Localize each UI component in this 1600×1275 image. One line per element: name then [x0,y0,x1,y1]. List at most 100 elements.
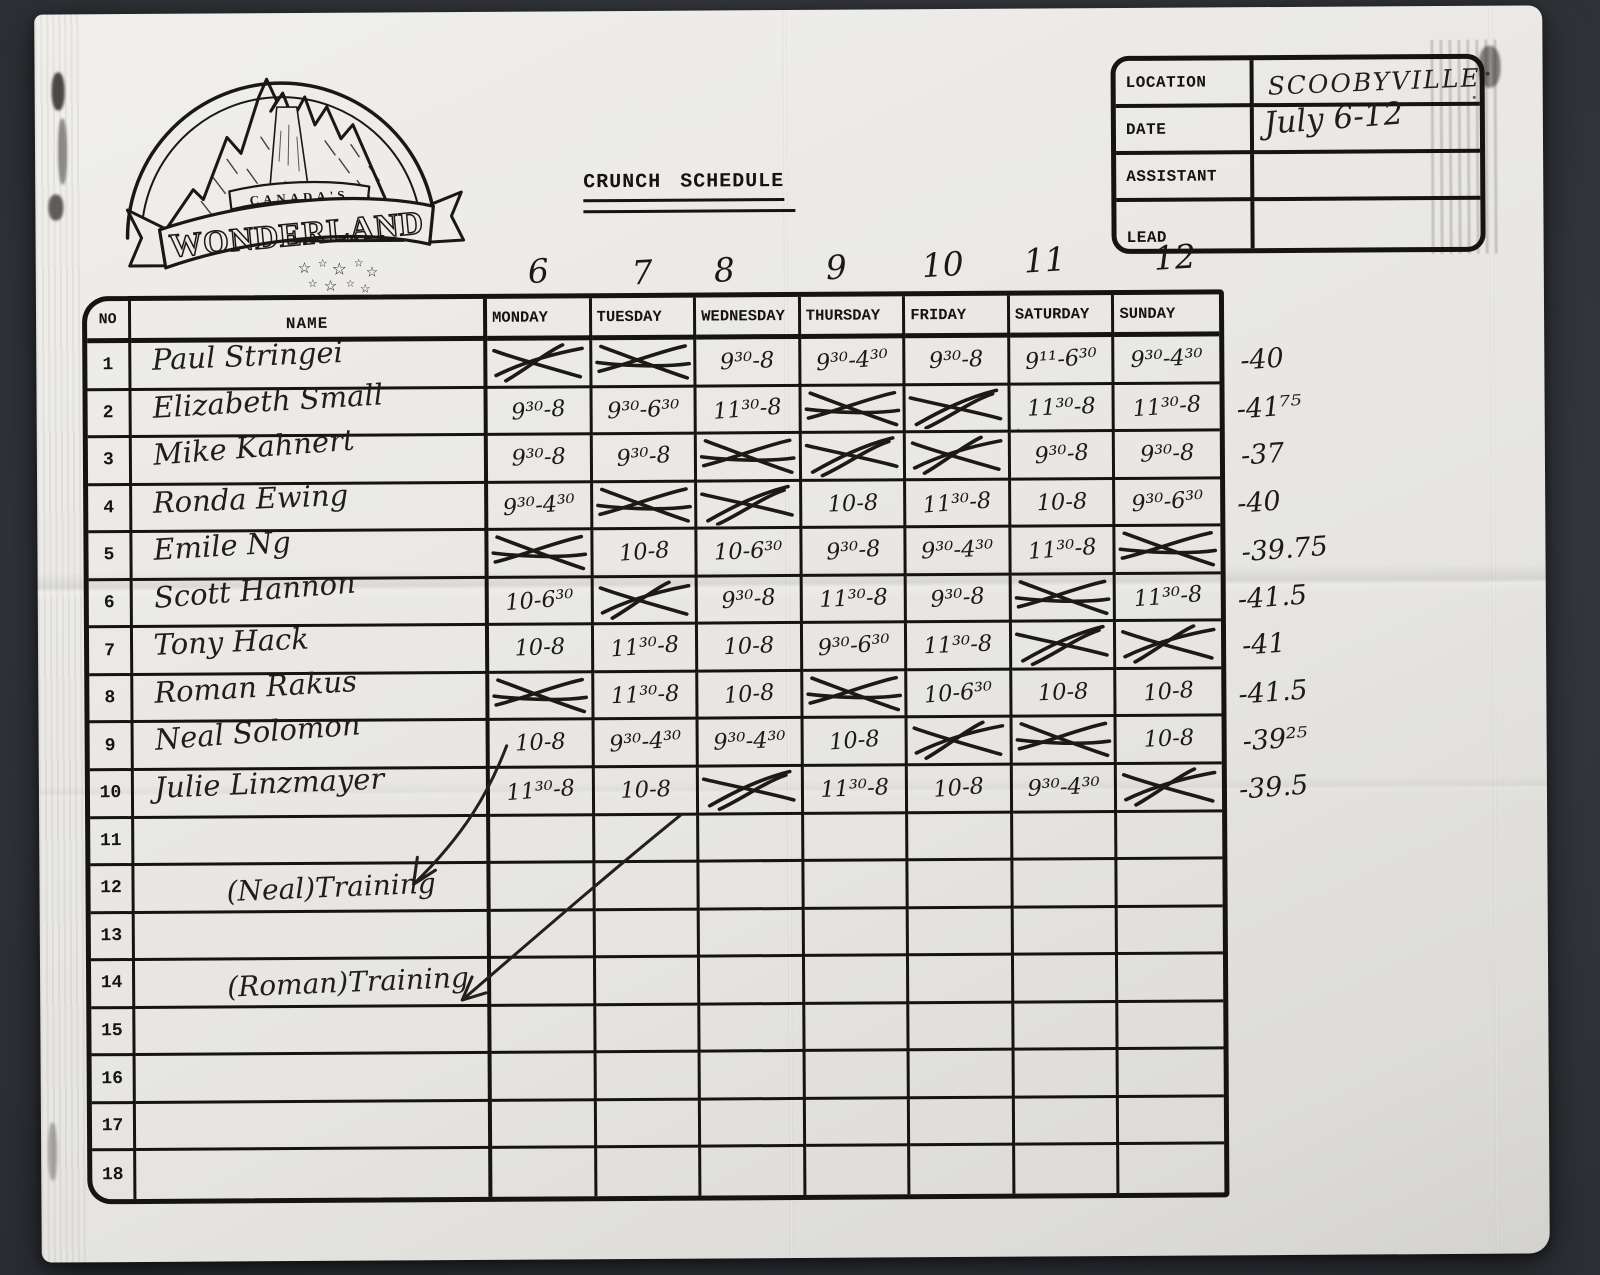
row-number: 9 [89,723,134,772]
shift-time: 9³⁰-6³⁰ [1130,485,1205,518]
shift-time: 11³⁰-8 [712,393,783,425]
shift-time: 10-8 [1143,725,1196,754]
schedule-cell [491,1101,597,1150]
svg-text:☆: ☆ [346,279,355,290]
shift-time: 9³⁰-8 [929,583,986,614]
schedule-cell: 9³⁰-6³⁰ [1115,479,1221,528]
shift-time: 11³⁰-8 [1026,392,1097,422]
crossed-out-x-mark [802,387,902,430]
schedule-cell: 10-8 [489,720,595,769]
schedule-cell: 10-8 [1116,716,1222,766]
crossed-out-x-mark [907,434,1007,477]
shift-time: 9³⁰-6³⁰ [816,630,891,662]
shift-time: 11³⁰-8 [922,487,993,519]
schedule-cell [490,958,596,1007]
crossed-out-x-mark [700,768,800,811]
schedule-cell [595,957,701,1006]
crossed-out-x-mark [907,386,1007,430]
crossed-out-x-mark [1117,623,1220,666]
date-number: 12 [1152,236,1197,278]
crossed-out-x-mark [802,434,902,478]
shift-time: 10-8 [932,773,986,804]
schedule-cell [489,673,595,722]
schedule-cell [696,434,802,483]
shift-time: 9³⁰-8 [510,395,567,426]
row-number: 13 [90,913,135,962]
shift-time: 11³⁰-8 [609,631,680,664]
schedule-cell [491,1005,597,1055]
row-number: 2 [87,390,132,439]
column-header-tuesday: TUESDAY [591,297,697,341]
schedule-cell [701,1147,807,1196]
schedule-cell: 10-6³⁰ [697,529,803,578]
location-handwritten-value: Scoobyville [1267,63,1482,101]
date-number: 8 [712,249,736,290]
schedule-cell [595,910,701,959]
column-header-friday: FRIDAY [905,295,1011,339]
date-number: 7 [630,252,654,293]
schedule-cell [700,1099,806,1149]
svg-text:☆: ☆ [298,259,312,277]
schedule-cell [803,813,909,863]
schedule-cell [1117,859,1223,908]
schedule-cell: 9³⁰-8 [487,435,593,484]
row-number: 3 [87,438,133,486]
name-cell: Julie Linzmayer [133,761,491,819]
shift-time: 9³⁰-4³⁰ [712,727,787,757]
shift-time: 10-8 [1037,678,1089,707]
schedule-cell: 10-6³⁰ [488,577,594,627]
schedule-cell [490,863,596,912]
schedule-cell [1014,1050,1120,1099]
employee-signature: Ronda Ewing [152,477,349,520]
smudge-left-3 [48,194,64,221]
shift-time: 9³⁰-8 [824,536,882,567]
schedule-cell [910,1146,1016,1195]
schedule-cell: 10-8 [592,529,698,578]
schedule-cell [595,1005,701,1054]
schedule-cell [700,1052,806,1101]
row-number: 17 [91,1103,137,1152]
info-value-lead [1254,200,1480,248]
schedule-cell: 10-8 [803,718,909,767]
crossed-out-x-mark [1013,718,1113,761]
row-number: 15 [91,1008,136,1057]
schedule-cell: 9³⁰-6³⁰ [592,387,697,436]
shift-time: 9³⁰-6³⁰ [606,395,680,425]
training-note-cell: (Neal)Training [134,863,491,914]
schedule-cell [700,957,805,1006]
shift-time: 11³⁰-8 [818,584,889,614]
shift-time: 10-8 [514,634,566,663]
schedule-table: NO NAME MONDAY TUESDAY WEDNESDAY THURSDAY FRID… [81,289,1230,1205]
schedule-cell [804,956,910,1005]
svg-text:☆: ☆ [332,260,347,280]
row-number: 12 [90,866,135,914]
schedule-cell [1014,1145,1120,1194]
shift-time: 11³⁰-8 [1133,581,1204,613]
schedule-cell [594,815,700,864]
schedule-cell [596,1100,702,1149]
schedule-cell: 9³⁰-8 [697,576,803,625]
schedule-cell: 10-8 [1012,669,1117,719]
shift-time: 10-6³⁰ [923,677,994,709]
shift-time: 11³⁰-8 [819,774,890,804]
info-label-location: LOCATION [1115,60,1254,109]
shift-time: 10-8 [617,537,671,568]
shift-time: 9³⁰-8 [719,347,775,376]
crossed-out-x-mark [490,674,590,717]
employee-signature: Emile Ng [152,525,292,568]
schedule-cell [596,1148,702,1197]
page-title: CRUNCH SCHEDULE [583,170,785,203]
shift-time: 9³⁰-4³⁰ [814,345,889,377]
shift-time: 11³⁰-8 [1132,390,1203,423]
paper-speck-1 [1485,71,1490,76]
schedule-cell [490,910,596,960]
schedule-cell: 11³⁰-8 [489,768,595,817]
smudge-left-2 [57,118,68,185]
schedule-cell [908,908,1014,957]
training-note: (Roman)Training [226,960,470,1004]
svg-text:☆: ☆ [318,257,328,270]
schedule-paper-sheet: CANADA'S WONDERLAND ☆☆ ☆☆ ☆☆ ☆☆ ☆☆ ☆ CRU… [34,5,1550,1263]
row-number: 11 [90,818,135,867]
schedule-cell: 11³⁰-8 [802,576,908,625]
